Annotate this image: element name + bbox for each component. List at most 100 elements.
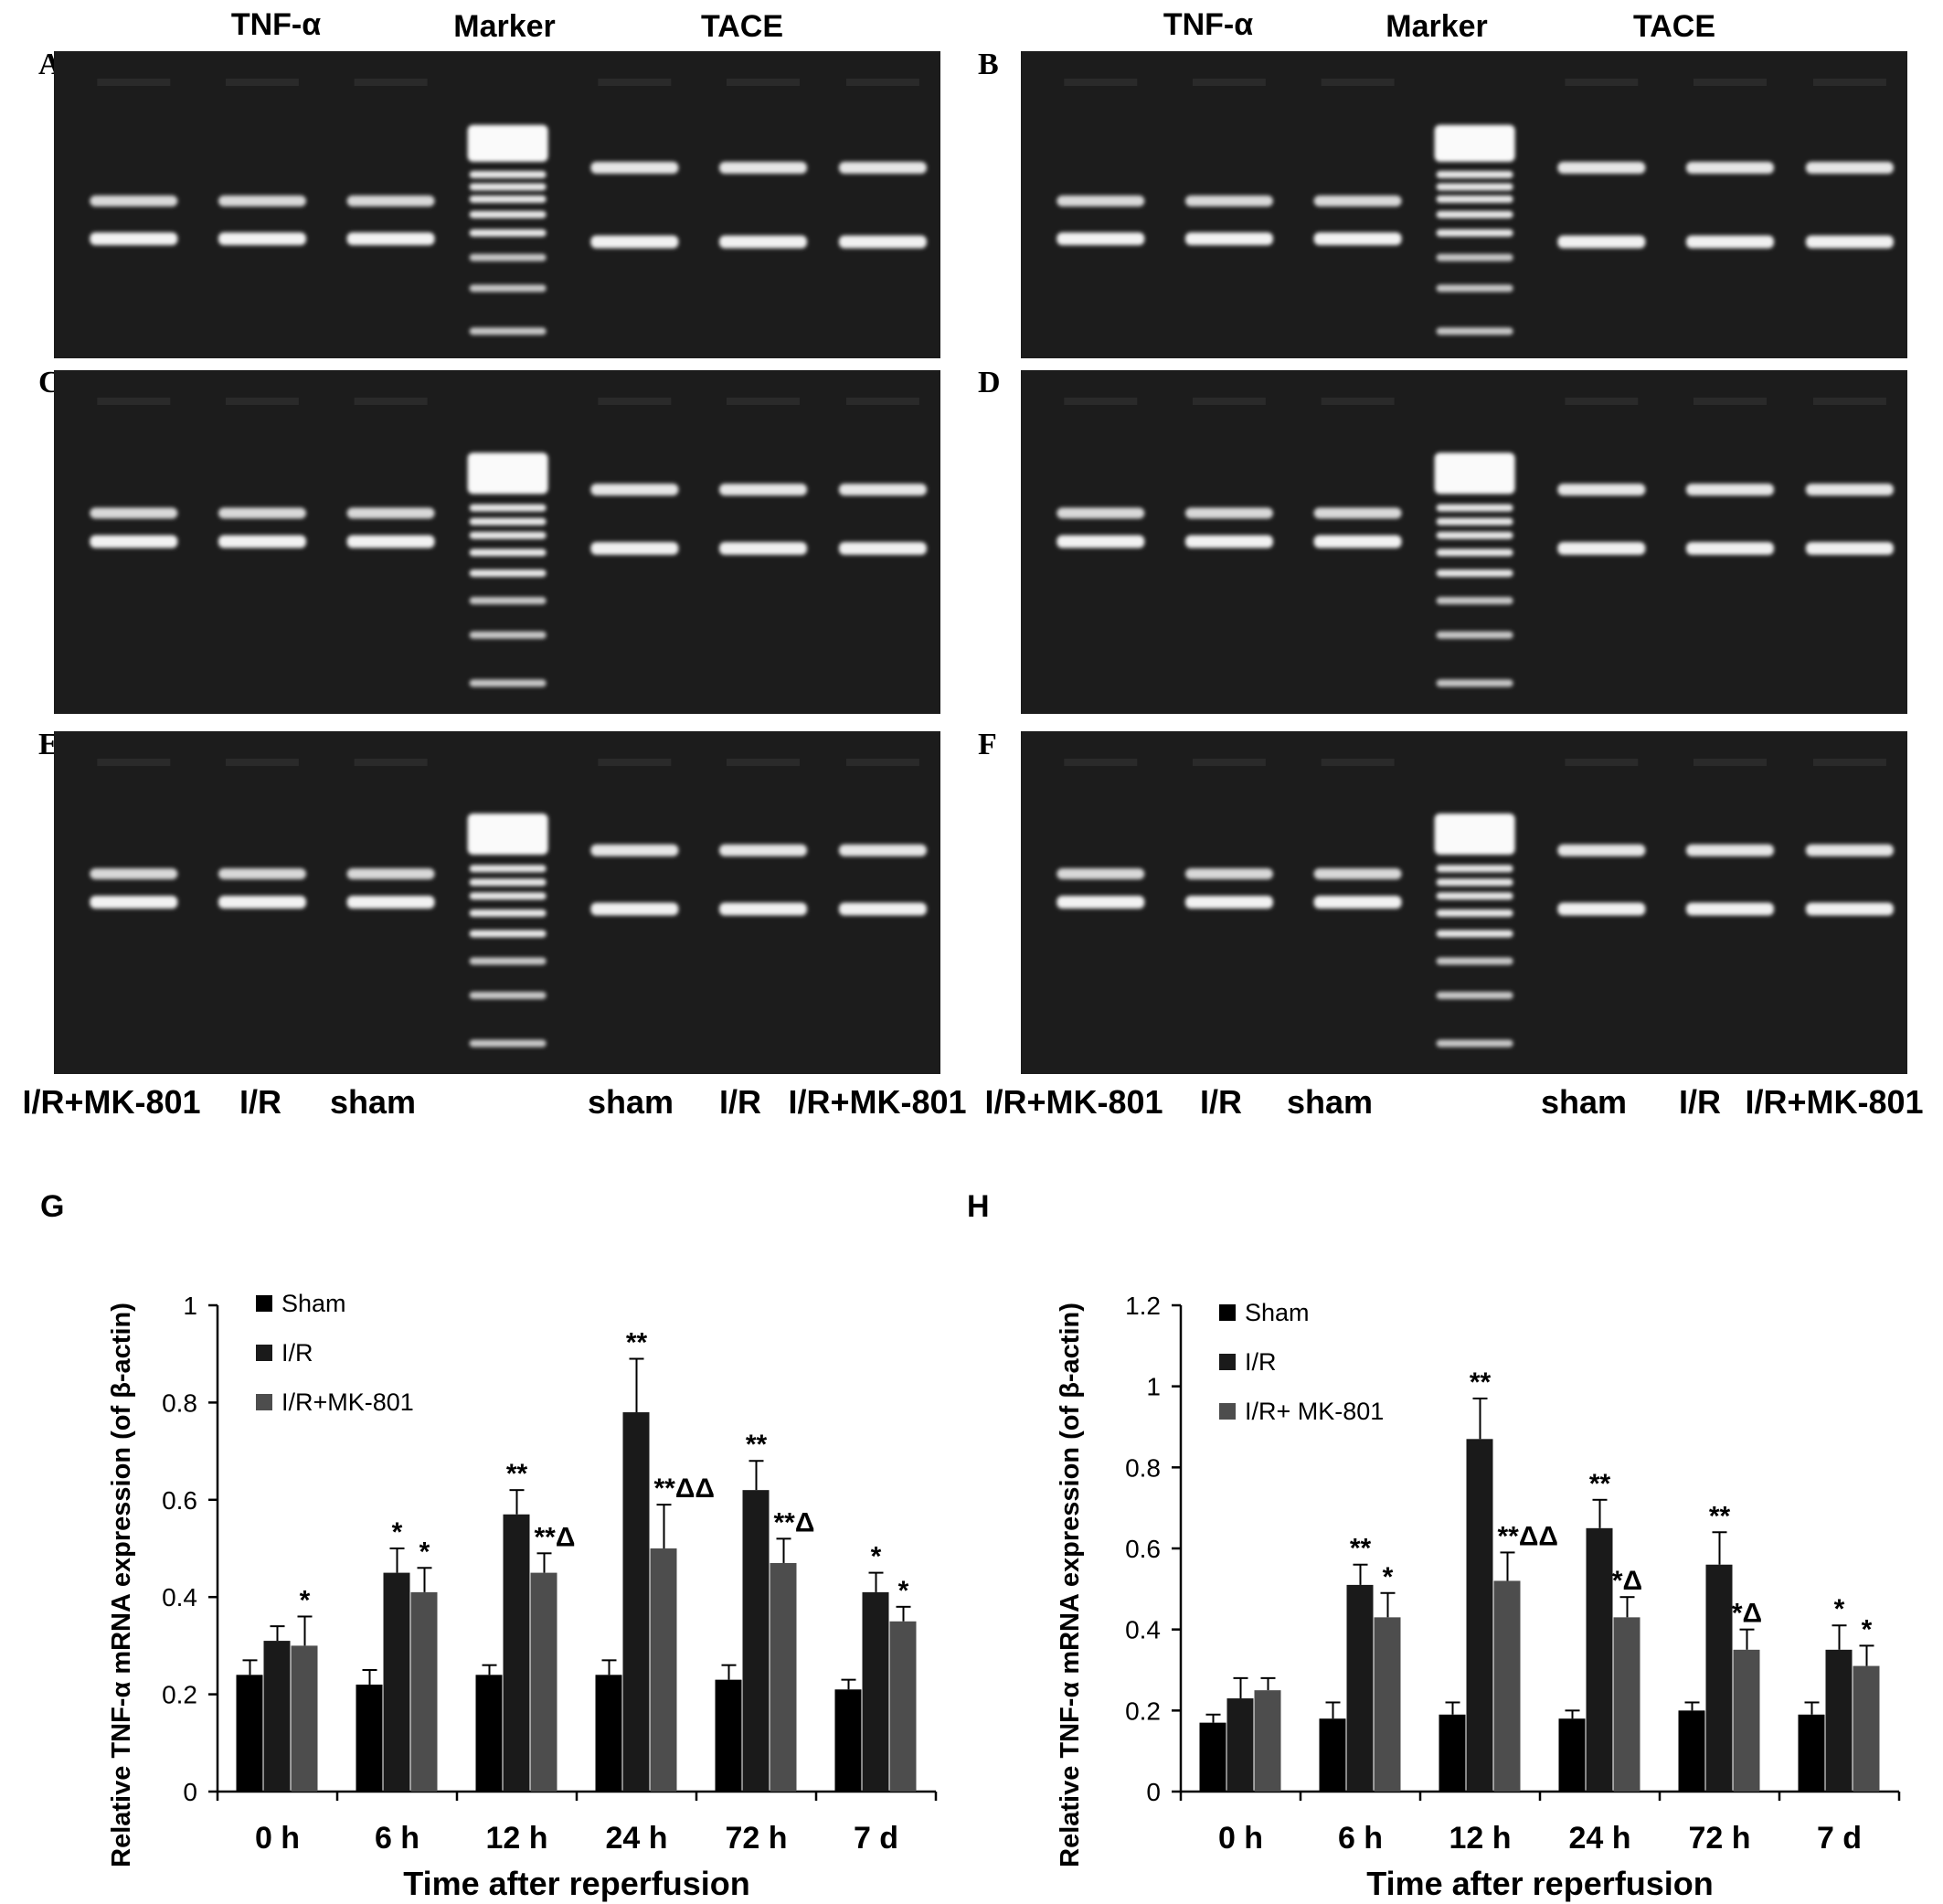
gel-well (1693, 79, 1767, 86)
marker-band (469, 992, 547, 999)
gel-band (1184, 232, 1273, 246)
gel-band (1686, 161, 1774, 174)
bar-charts: G 0 0.2 0.4 0.6 0.8 1 Relative TNF-α mRNA expre… (40, 1189, 1901, 1902)
gel-band (1313, 232, 1402, 246)
gel-well (97, 398, 171, 405)
gel-band (838, 484, 927, 496)
gel-well (1192, 759, 1266, 766)
gel-background (1021, 51, 1907, 358)
significance-label: *Δ (1612, 1566, 1642, 1596)
marker-band (1436, 517, 1513, 526)
marker-band (469, 210, 547, 218)
gel-well (1693, 759, 1767, 766)
gel-background (1021, 370, 1907, 714)
gel-band (218, 535, 306, 548)
gel-band (218, 896, 306, 909)
legend-swatch (1219, 1403, 1236, 1420)
gel-band (838, 902, 927, 916)
lane-label-right-3: sham (1286, 1083, 1374, 1121)
marker-band (1436, 679, 1513, 687)
marker-band (469, 517, 547, 526)
bar (410, 1591, 438, 1792)
marker-band (469, 957, 547, 965)
legend-swatch (256, 1345, 272, 1361)
x-tick-label: 12 h (485, 1821, 547, 1856)
significance-label: **Δ (774, 1507, 815, 1537)
gel-well (727, 398, 800, 405)
marker-band (469, 504, 547, 512)
lane-label-right-4: sham (1540, 1083, 1628, 1121)
gel-band (346, 868, 435, 879)
lane-label-right-5: I/R (1678, 1083, 1722, 1121)
gel-well (1812, 79, 1886, 86)
gel-well (598, 398, 672, 405)
marker-band (1436, 878, 1513, 887)
marker-band (469, 631, 547, 639)
x-tick-label: 6 h (375, 1821, 419, 1856)
significance-label: * (1383, 1562, 1394, 1592)
marker-band (469, 229, 547, 237)
gel-panel-6 (1021, 731, 1907, 1074)
gel-well (1192, 79, 1266, 86)
gel-well (1565, 759, 1639, 766)
gel-well (727, 759, 800, 766)
gel-band (346, 896, 435, 909)
significance-label: **Δ (535, 1522, 576, 1552)
gel-band (90, 507, 178, 519)
gel-well (1192, 398, 1266, 405)
marker-band (1434, 124, 1515, 162)
bar (770, 1562, 797, 1792)
y-tick-label: 1 (1146, 1373, 1161, 1401)
bar (1586, 1527, 1613, 1792)
gel-background (54, 370, 940, 714)
bar (1678, 1710, 1705, 1792)
gel-band (838, 844, 927, 856)
marker-band (1436, 597, 1513, 605)
y-tick-label: 0.4 (162, 1583, 197, 1611)
panel-letter-b: B (978, 48, 999, 81)
legend-label: I/R (1245, 1348, 1277, 1376)
gel-band (719, 161, 807, 174)
gel-band (838, 542, 927, 555)
significance-label: ** (746, 1430, 768, 1460)
gel-band (1557, 161, 1646, 174)
y-axis-label: Relative TNF-α mRNA expression (of β-act… (1056, 1303, 1085, 1867)
gel-well (1812, 398, 1886, 405)
gel-well (598, 759, 672, 766)
significance-label: ** (1350, 1534, 1372, 1564)
marker-band (469, 548, 547, 557)
gel-band (346, 507, 435, 519)
header-tnf-left: TNF-α (230, 7, 322, 42)
marker-band (1436, 284, 1513, 293)
bar (862, 1591, 889, 1792)
gel-band (218, 868, 306, 879)
gel-panel-1 (54, 51, 940, 358)
gel-well (225, 79, 299, 86)
header-tace-right: TACE (1632, 9, 1716, 44)
legend-label: I/R (281, 1339, 313, 1367)
gel-band (218, 195, 306, 207)
x-tick-label: 0 h (1218, 1821, 1263, 1856)
marker-band (1436, 253, 1513, 261)
significance-label: * (419, 1537, 430, 1567)
gel-band (1313, 535, 1402, 548)
legend-label: I/R+ MK-801 (1245, 1398, 1384, 1425)
significance-label: ** (1709, 1501, 1731, 1531)
marker-band (469, 569, 547, 578)
significance-label: **ΔΔ (654, 1473, 715, 1504)
marker-band (469, 195, 547, 203)
gel-band (1557, 235, 1646, 249)
gel-band (1056, 868, 1145, 879)
gel-band (719, 235, 807, 249)
gel-band (1056, 535, 1145, 548)
marker-band (467, 452, 548, 495)
gel-band (1805, 484, 1894, 496)
marker-band (469, 253, 547, 261)
gel-well (225, 759, 299, 766)
panel-letter-d: D (978, 366, 1001, 399)
marker-band (1436, 504, 1513, 512)
panel-letter-f: F (978, 728, 997, 761)
marker-band (469, 909, 547, 917)
bar (236, 1675, 263, 1792)
gel-band (90, 535, 178, 548)
